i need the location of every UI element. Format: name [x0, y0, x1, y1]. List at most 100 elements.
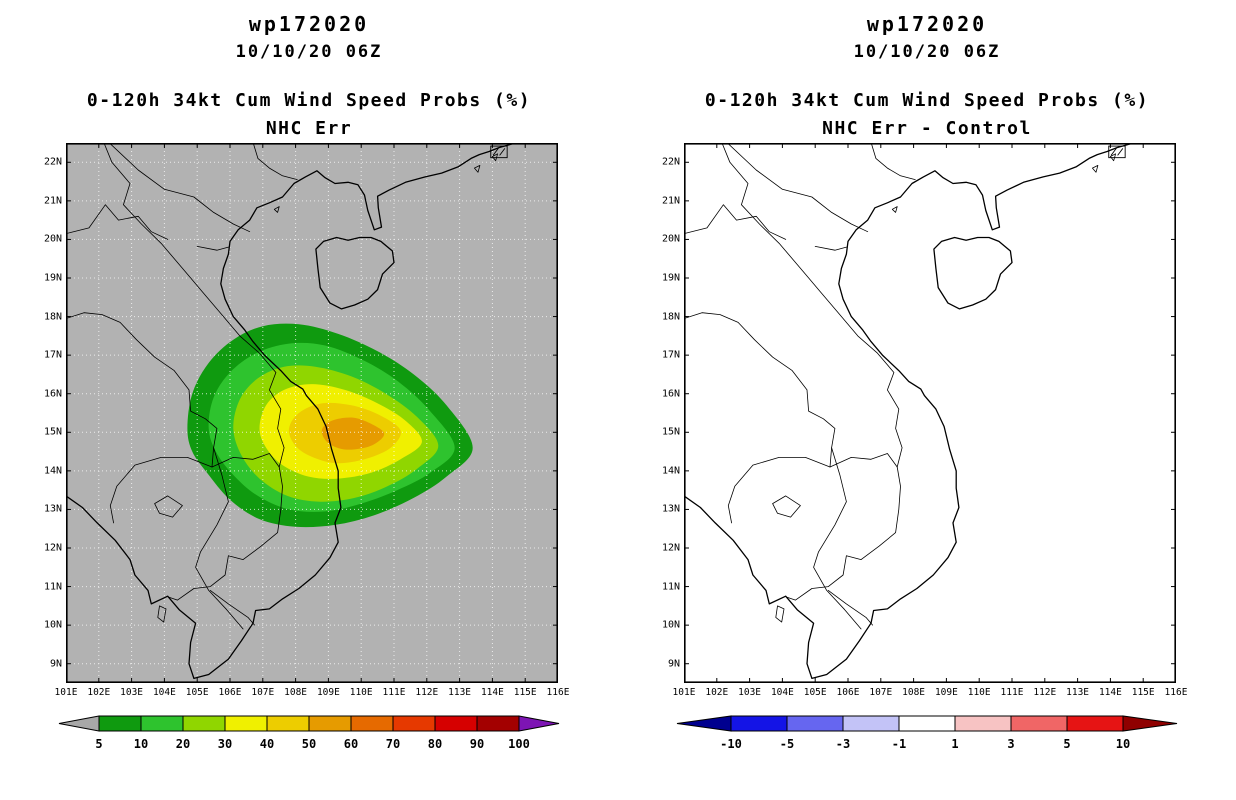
colorbar-tick-label: 5 — [1063, 737, 1070, 751]
lat-tick-label: 17N — [661, 349, 680, 361]
colorbar-tick-label: 10 — [134, 737, 148, 751]
lon-tick-label: 101E — [54, 687, 78, 698]
lat-tick-label: 18N — [43, 311, 62, 323]
init-datetime: 10/10/20 06Z — [853, 42, 1001, 62]
colorbar-box — [308, 715, 352, 732]
colorbar-arrow-right — [1122, 715, 1178, 732]
lon-tick-label: 114E — [480, 687, 504, 698]
lat-tick-label: 20N — [43, 233, 62, 245]
map-corner-marker — [1108, 145, 1126, 159]
contour-level-50 — [321, 417, 385, 450]
colorbar-box — [266, 715, 310, 732]
lat-tick-label: 14N — [43, 465, 62, 477]
map-nhc-err — [66, 143, 558, 683]
probability-contours — [187, 323, 473, 528]
colorbar-tick-label: 60 — [344, 737, 358, 751]
colorbar-segments — [58, 715, 560, 732]
colorbar-box — [434, 715, 478, 732]
colorbar-arrow-right — [518, 715, 560, 732]
lat-tick-label: 12N — [661, 542, 680, 554]
colorbar-tick-label: -1 — [892, 737, 906, 751]
lat-tick-label: 11N — [661, 581, 680, 593]
init-datetime: 10/10/20 06Z — [235, 42, 383, 62]
map-background — [684, 143, 1176, 683]
colorbar-tick-label: 30 — [218, 737, 232, 751]
lon-tick-label: 101E — [672, 687, 696, 698]
colorbar-tick-label: 10 — [1116, 737, 1130, 751]
lon-tick-label: 103E — [738, 687, 762, 698]
lon-tick-label: 113E — [1066, 687, 1090, 698]
lon-tick-label: 115E — [513, 687, 537, 698]
difference-colorbar: -10 -5 -3 -1 1 3 5 10 — [676, 715, 1178, 751]
lon-tick-label: 104E — [152, 687, 176, 698]
colorbar-box — [786, 715, 844, 732]
colorbar-tick-label: 100 — [508, 737, 530, 751]
probability-colorbar: 5 10 20 30 40 50 60 70 80 90 100 — [58, 715, 560, 751]
lon-tick-label: 106E — [218, 687, 242, 698]
lat-tick-label: 21N — [661, 195, 680, 207]
lat-tick-label: 10N — [661, 619, 680, 631]
lat-tick-label: 10N — [43, 619, 62, 631]
lon-tick-label: 109E — [316, 687, 340, 698]
colorbar-tick-label: 50 — [302, 737, 316, 751]
lat-tick-label: 21N — [43, 195, 62, 207]
variable-subtitle: 0-120h 34kt Cum Wind Speed Probs (%) — [704, 90, 1150, 111]
colorbar-tick-label: 70 — [386, 737, 400, 751]
lon-tick-label: 102E — [87, 687, 111, 698]
lat-tick-label: 9N — [667, 658, 680, 670]
lon-tick-label: 105E — [185, 687, 209, 698]
lon-tick-label: 106E — [836, 687, 860, 698]
colorbar-tick-label: 90 — [470, 737, 484, 751]
map-frame — [684, 143, 1176, 683]
colorbar-box — [182, 715, 226, 732]
lat-tick-label: 13N — [43, 503, 62, 515]
colorbar-box — [1010, 715, 1068, 732]
colorbar-box — [392, 715, 436, 732]
colorbar-segments — [676, 715, 1178, 732]
left-panel: wp172020 10/10/20 06Z 0-120h 34kt Cum Wi… — [43, 12, 570, 751]
experiment-subtitle: NHC Err - Control — [822, 118, 1032, 139]
map-nhc-err-minus-control — [684, 143, 1176, 683]
lat-tick-label: 15N — [43, 426, 62, 438]
colorbar-box — [1066, 715, 1124, 732]
lat-tick-label: 13N — [661, 503, 680, 515]
variable-subtitle: 0-120h 34kt Cum Wind Speed Probs (%) — [86, 90, 532, 111]
colorbar-tick-label: -10 — [720, 737, 742, 751]
colorbar-box — [954, 715, 1012, 732]
map-frame — [66, 143, 558, 683]
lon-tick-label: 113E — [448, 687, 472, 698]
map-canvas — [684, 143, 1176, 683]
experiment-subtitle: NHC Err — [265, 118, 353, 139]
lon-tick-label: 114E — [1098, 687, 1122, 698]
lon-tick-label: 102E — [705, 687, 729, 698]
colorbar-tick-label: 3 — [1007, 737, 1014, 751]
colorbar-arrow-left — [58, 715, 100, 732]
lon-tick-label: 109E — [934, 687, 958, 698]
map-corner-marker — [490, 145, 508, 159]
colorbar-box — [350, 715, 394, 732]
colorbar-tick-label: 20 — [176, 737, 190, 751]
lat-tick-label: 9N — [49, 658, 62, 670]
colorbar-box — [140, 715, 184, 732]
lat-tick-label: 14N — [661, 465, 680, 477]
colorbar-box — [476, 715, 520, 732]
lon-tick-label: 108E — [284, 687, 308, 698]
colorbar-box — [842, 715, 900, 732]
lon-tick-label: 116E — [1164, 687, 1188, 698]
colorbar-box — [224, 715, 268, 732]
colorbar-tick-label: 1 — [951, 737, 958, 751]
lat-tick-label: 19N — [661, 272, 680, 284]
lon-tick-label: 116E — [546, 687, 570, 698]
lon-tick-label: 108E — [902, 687, 926, 698]
lat-tick-label: 20N — [661, 233, 680, 245]
lat-tick-label: 16N — [661, 388, 680, 400]
coastlines-and-borders — [66, 143, 518, 680]
lat-tick-label: 16N — [43, 388, 62, 400]
colorbar-box — [98, 715, 142, 732]
lon-tick-label: 110E — [967, 687, 991, 698]
map-canvas — [66, 143, 558, 683]
colorbar-tick-label: -5 — [780, 737, 794, 751]
lon-tick-label: 104E — [770, 687, 794, 698]
lat-tick-label: 11N — [43, 581, 62, 593]
coastlines-and-borders — [684, 143, 1136, 680]
